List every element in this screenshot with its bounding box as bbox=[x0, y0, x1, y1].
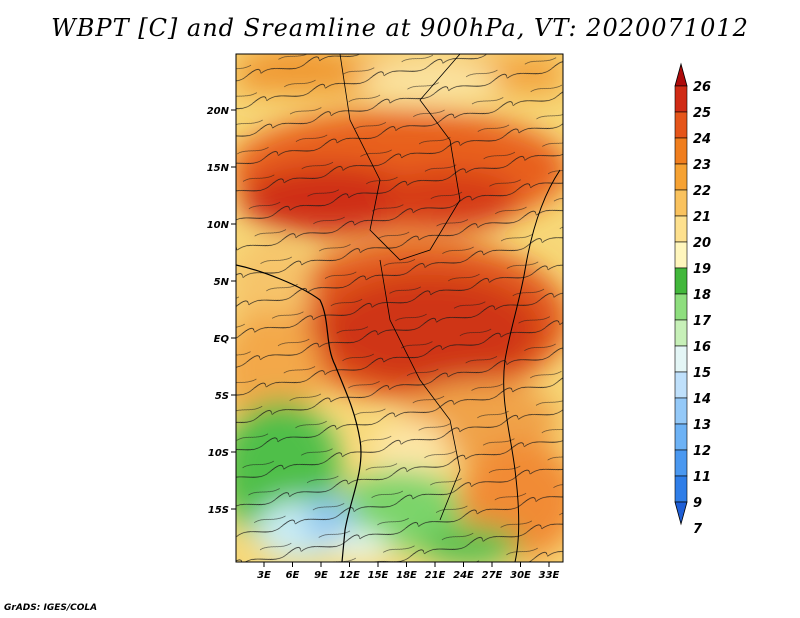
legend-level-label: 9 bbox=[693, 496, 702, 511]
legend-swatch bbox=[674, 111, 688, 139]
lon-tick-label: 15E bbox=[368, 570, 389, 581]
legend-swatch bbox=[674, 371, 688, 399]
lon-tick-label: 21E bbox=[425, 570, 446, 581]
legend-level-label: 26 bbox=[693, 80, 711, 95]
chart-title: WBPT [C] and Sreamline at 900hPa, VT: 20… bbox=[51, 14, 749, 42]
legend-level-label: 12 bbox=[693, 444, 711, 459]
legend-level-label: 18 bbox=[693, 288, 711, 303]
lon-tick-label: 3E bbox=[257, 570, 271, 581]
legend-level-label: 13 bbox=[693, 418, 711, 433]
lat-tick-label: EQ bbox=[214, 334, 230, 345]
legend-swatch bbox=[674, 293, 688, 321]
lat-tick-label: 5S bbox=[215, 391, 229, 402]
legend-level-label: 21 bbox=[693, 210, 711, 225]
lon-tick-label: 33E bbox=[539, 570, 560, 581]
legend-swatch bbox=[674, 85, 688, 113]
legend-swatch bbox=[674, 319, 688, 347]
legend-level-label: 14 bbox=[693, 392, 711, 407]
lon-tick-label: 12E bbox=[339, 570, 360, 581]
lon-tick-label: 9E bbox=[314, 570, 328, 581]
lon-tick-label: 6E bbox=[286, 570, 300, 581]
legend-swatch bbox=[674, 449, 688, 477]
legend-level-label: 22 bbox=[693, 184, 711, 199]
credit-label: GrADS: IGES/COLA bbox=[4, 603, 98, 613]
lon-tick-label: 18E bbox=[396, 570, 417, 581]
legend-level-label: 16 bbox=[693, 340, 711, 355]
legend-swatch bbox=[674, 475, 688, 503]
lat-tick-label: 20N bbox=[207, 106, 230, 117]
legend-swatch bbox=[674, 423, 688, 451]
lat-tick-label: 5N bbox=[214, 277, 230, 288]
lat-tick-label: 15S bbox=[208, 505, 229, 516]
legend-level-label: 11 bbox=[693, 470, 711, 485]
legend-level-label: 23 bbox=[693, 158, 711, 173]
legend-swatch bbox=[674, 397, 688, 425]
lat-tick-label: 15N bbox=[207, 163, 230, 174]
lon-tick-label: 27E bbox=[482, 570, 503, 581]
legend-swatch bbox=[674, 189, 688, 217]
legend-swatch bbox=[674, 267, 688, 295]
lon-tick-label: 30E bbox=[510, 570, 531, 581]
latitude-axis: 20N 15N 10N 5N EQ 5S 10S 15S bbox=[207, 106, 236, 516]
legend-top-arrow bbox=[674, 62, 688, 87]
lat-tick-label: 10N bbox=[207, 220, 230, 231]
legend-level-label: 15 bbox=[693, 366, 711, 381]
color-legend: 26 25 24 23 22 21 20 19 18 17 16 15 14 13 12 11 9 7 bbox=[674, 62, 712, 537]
legend-level-label: 17 bbox=[693, 314, 712, 329]
legend-level-label: 19 bbox=[693, 262, 711, 277]
legend-level-label: 25 bbox=[693, 106, 711, 121]
wbpt-shading bbox=[236, 54, 563, 562]
lon-tick-label: 24E bbox=[453, 570, 474, 581]
longitude-axis: 3E 6E 9E 12E 15E 18E 21E 24E 27E 30E 33E bbox=[257, 562, 560, 581]
legend-swatch bbox=[674, 215, 688, 243]
legend-swatch bbox=[674, 137, 688, 165]
legend-bottom-arrow bbox=[674, 501, 688, 526]
lat-tick-label: 10S bbox=[208, 448, 229, 459]
legend-level-label: 24 bbox=[693, 132, 711, 147]
legend-swatch bbox=[674, 163, 688, 191]
map-frame bbox=[235, 53, 564, 563]
legend-level-label: 20 bbox=[693, 236, 711, 251]
legend-level-label: 7 bbox=[693, 522, 703, 537]
legend-swatch bbox=[674, 345, 688, 373]
legend-swatch bbox=[674, 241, 688, 269]
